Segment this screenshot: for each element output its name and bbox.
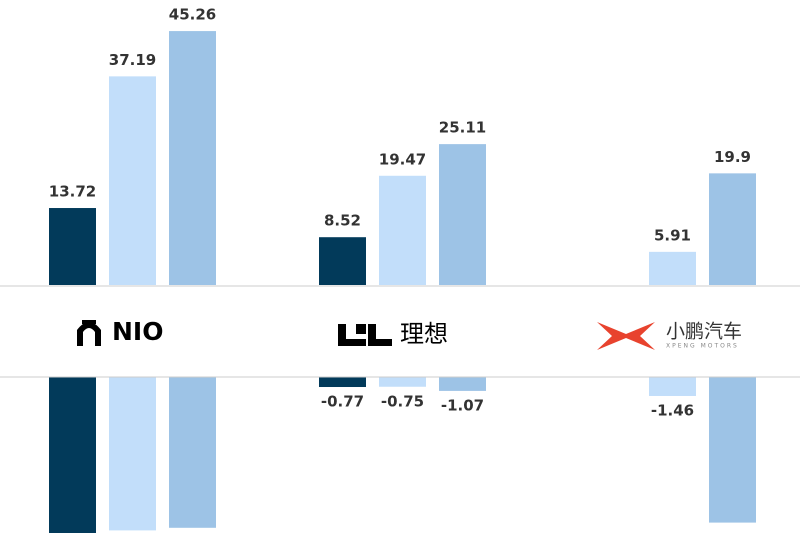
bar xyxy=(709,173,756,285)
category-label: NIO xyxy=(112,317,163,346)
value-label: 19.9 xyxy=(714,148,751,166)
bar xyxy=(379,377,426,387)
value-label: 45.26 xyxy=(169,6,216,24)
bar xyxy=(439,377,486,391)
value-label: -0.77 xyxy=(321,393,364,411)
nio-logo: NIO xyxy=(77,317,163,346)
logo-band xyxy=(0,286,800,377)
bar xyxy=(709,377,756,523)
value-label: -1.07 xyxy=(441,396,484,414)
value-label: -1.46 xyxy=(651,401,694,419)
bar xyxy=(649,251,696,285)
upper-chart: 13.72 8.52 37.19 19.47 5.91 45.26 25.11 19.9 xyxy=(49,6,756,286)
bar xyxy=(169,377,216,528)
bar xyxy=(319,237,366,285)
lower-chart: -0.77 -0.75 -1.46 -1.07 xyxy=(49,377,756,533)
value-label: 25.11 xyxy=(439,119,486,137)
bar xyxy=(439,144,486,285)
bar xyxy=(49,208,96,285)
xpeng-logo: 小鹏汽车 XPENG MOTORS xyxy=(597,321,742,350)
li-logo: 理想 xyxy=(338,320,448,348)
value-label: 19.47 xyxy=(379,150,426,168)
category-sublabel: XPENG MOTORS xyxy=(666,343,739,350)
bar xyxy=(109,76,156,285)
value-label: 13.72 xyxy=(49,183,96,201)
value-label: 5.91 xyxy=(654,226,691,244)
bar xyxy=(649,377,696,396)
category-label: 小鹏汽车 xyxy=(666,321,742,343)
value-label: -0.75 xyxy=(381,392,424,410)
value-label: 8.52 xyxy=(324,212,361,230)
value-label: 37.19 xyxy=(109,51,156,69)
bar xyxy=(49,377,96,533)
category-label: 理想 xyxy=(400,320,448,348)
bar xyxy=(319,377,366,388)
bar xyxy=(379,175,426,285)
bar xyxy=(169,31,216,286)
bar xyxy=(109,377,156,531)
